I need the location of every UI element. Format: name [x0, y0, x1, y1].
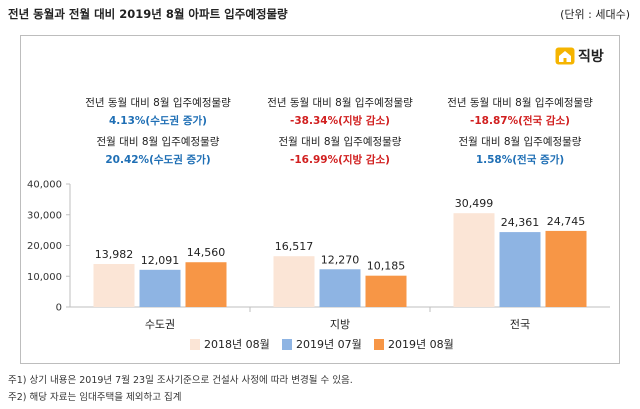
bar — [499, 232, 541, 307]
annotation-yoy-value: -18.87%(전국 감소) — [470, 115, 570, 127]
bar — [365, 275, 407, 307]
annotation-mom-label: 전월 대비 8월 입주예정물량 — [278, 136, 402, 148]
annotation-yoy-value: 4.13%(수도권 증가) — [109, 115, 207, 127]
legend-label: 2019년 07월 — [296, 338, 362, 351]
y-tick-label: 10,000 — [27, 272, 62, 283]
brand-logo: 직방 — [555, 46, 604, 66]
bar — [185, 262, 227, 307]
annotation-yoy-label: 전년 동월 대비 8월 입주예정물량 — [85, 97, 231, 109]
bar-value-label: 24,745 — [547, 215, 586, 228]
chart-title: 전년 동월과 전월 대비 2019년 8월 아파트 입주예정물량 — [8, 7, 288, 21]
legend-label: 2019년 08월 — [388, 338, 454, 351]
legend-swatch — [282, 339, 292, 350]
legend-swatch — [374, 339, 384, 350]
bar-value-label: 30,499 — [455, 197, 494, 210]
annotation-yoy-value: -38.34%(지방 감소) — [290, 115, 390, 127]
y-tick-label: 0 — [56, 303, 62, 314]
bar-value-label: 12,270 — [321, 253, 360, 266]
legend-label: 2018년 08월 — [204, 338, 270, 351]
bar-value-label: 12,091 — [141, 254, 180, 267]
bar-value-label: 14,560 — [187, 246, 226, 259]
annotation-provinces: 전년 동월 대비 8월 입주예정물량 -38.34%(지방 감소) 전월 대비 … — [240, 93, 440, 171]
bar-value-label: 24,361 — [501, 216, 540, 229]
y-tick-label: 30,000 — [27, 210, 62, 221]
bar-value-label: 10,185 — [367, 260, 406, 273]
unit-label: (단위 : 세대수) — [560, 8, 630, 21]
bar — [139, 269, 181, 307]
annotation-mom-label: 전월 대비 8월 입주예정물량 — [458, 136, 582, 148]
bar — [453, 213, 495, 307]
bar — [545, 230, 587, 307]
footnote-2: 주2) 해당 자료는 임대주택을 제외하고 집계 — [8, 392, 182, 403]
y-tick-label: 20,000 — [27, 241, 62, 252]
annotation-capital-area: 전년 동월 대비 8월 입주예정물량 4.13%(수도권 증가) 전월 대비 8… — [58, 93, 258, 171]
legend-swatch — [190, 339, 200, 350]
bar-value-label: 13,982 — [95, 248, 134, 261]
bar-value-label: 16,517 — [275, 240, 314, 253]
annotation-mom-value: -16.99%(지방 감소) — [290, 154, 390, 166]
bar — [273, 256, 315, 307]
annotation-yoy-label: 전년 동월 대비 8월 입주예정물량 — [267, 97, 413, 109]
annotation-mom-label: 전월 대비 8월 입주예정물량 — [96, 136, 220, 148]
footnote-1: 주1) 상기 내용은 2019년 7월 23일 조사기준으로 건설사 사정에 따… — [8, 375, 353, 386]
y-tick-label: 40,000 — [27, 180, 62, 191]
category-label: 전국 — [510, 318, 530, 331]
annotation-yoy-label: 전년 동월 대비 8월 입주예정물량 — [447, 97, 593, 109]
category-label: 수도권 — [145, 318, 175, 331]
bar — [319, 269, 361, 307]
category-label: 지방 — [330, 318, 350, 331]
annotation-nationwide: 전년 동월 대비 8월 입주예정물량 -18.87%(전국 감소) 전월 대비 … — [420, 93, 620, 171]
annotation-mom-value: 20.42%(수도권 증가) — [105, 154, 211, 166]
house-icon — [555, 47, 575, 65]
bar — [93, 264, 135, 307]
chart-frame — [20, 35, 620, 364]
annotation-mom-value: 1.58%(전국 증가) — [475, 154, 565, 166]
logo-text: 직방 — [578, 49, 604, 65]
